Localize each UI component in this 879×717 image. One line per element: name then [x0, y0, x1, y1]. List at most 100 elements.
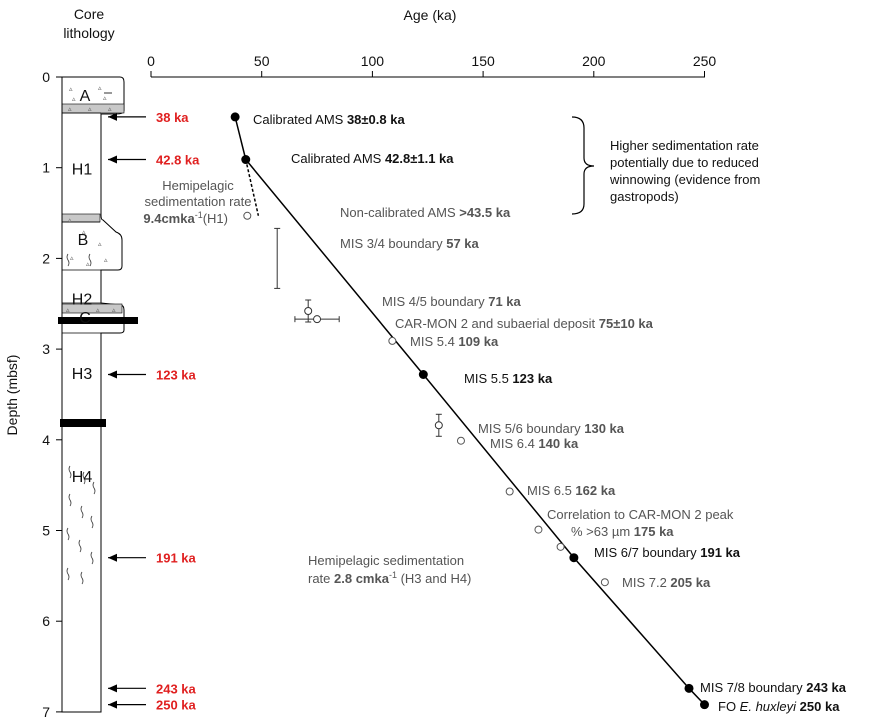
svg-text:▵: ▵ — [108, 106, 112, 113]
svg-text:▵: ▵ — [96, 307, 100, 314]
h1-rate-line1: Hemipelagic — [162, 178, 234, 193]
core-age-label: 191 ka — [156, 551, 197, 566]
svg-text:rate 2.8 cmka-1 (H3 and H4): rate 2.8 cmka-1 (H3 and H4) — [308, 570, 471, 586]
svg-text:▵: ▵ — [70, 255, 74, 262]
unit-label: H1 — [72, 162, 93, 179]
h34-rate-pre: rate — [308, 571, 334, 586]
core-age-marker: 38 ka — [108, 110, 189, 125]
h1-rate-tail: (H1) — [203, 211, 228, 226]
x-tick-label: 50 — [254, 53, 270, 69]
h34-rate-value: 2.8 cmka — [334, 571, 390, 586]
winnowing-brace — [571, 116, 595, 215]
x-tick-label: 200 — [582, 53, 606, 69]
calibrated-point — [230, 112, 240, 122]
calibrated-point — [700, 700, 709, 710]
h34-rate-annotation: Hemipelagic sedimentation rate 2.8 cmka-… — [308, 553, 471, 586]
uncalibrated-point — [243, 211, 252, 220]
unit-label: H2 — [72, 291, 93, 308]
lithology-title-line1: Core — [74, 6, 105, 22]
calibration-label: MIS 6.4 140 ka — [490, 436, 579, 451]
bioturbation-marks — [66, 253, 96, 585]
calibration-label-line1: Correlation to CAR-MON 2 peak — [547, 507, 734, 522]
uncalibrated-point — [600, 578, 609, 587]
uncalibrated-point — [456, 436, 465, 445]
h34-rate-line1: Hemipelagic sedimentation — [308, 553, 464, 568]
core-age-marker: 123 ka — [108, 367, 197, 382]
calibration-label: Calibrated AMS 42.8±1.1 ka — [291, 151, 454, 166]
calibration-label: MIS 6.5 162 ka — [527, 483, 616, 498]
x-tick-label: 0 — [147, 53, 155, 69]
core-age-markers: 38 ka 42.8 ka 123 ka 191 ka 243 ka 250 ka — [108, 110, 200, 713]
calibration-label: MIS 6/7 boundary 191 ka — [594, 545, 741, 560]
calibrated-point — [241, 155, 251, 165]
core-age-marker: 42.8 ka — [108, 153, 200, 168]
age-model-line-solid — [234, 116, 247, 160]
depth-axis: 0 1 2 3 4 5 6 7 Depth (mbsf) — [4, 69, 63, 717]
calibration-label: MIS 5.4 109 ka — [410, 334, 499, 349]
unit-label: H4 — [72, 469, 93, 486]
svg-text:▵: ▵ — [69, 86, 73, 93]
svg-text:▵: ▵ — [103, 95, 107, 102]
calibration-label: MIS 4/5 boundary 71 ka — [382, 294, 522, 309]
calibration-label: MIS 5.5 123 ka — [464, 371, 553, 386]
calibration-labels: Calibrated AMS 38±0.8 ka Calibrated AMS 4… — [253, 112, 847, 714]
y-tick-label: 3 — [42, 341, 50, 357]
h34-rate-tail: (H3 and H4) — [397, 571, 471, 586]
svg-text:▵: ▵ — [72, 96, 76, 103]
svg-text:▵: ▵ — [98, 85, 102, 92]
h1-rate-annotation: Hemipelagic sedimentation rate 9.4cmka-1… — [143, 178, 251, 226]
unit-label: H3 — [72, 366, 93, 383]
core-age-label: 42.8 ka — [156, 153, 200, 168]
winnowing-line1: Higher sedimentation rate — [610, 138, 759, 153]
svg-text:▵: ▵ — [66, 307, 70, 314]
winnowing-line2: potentially due to reduced — [610, 155, 759, 170]
winnowing-annotation: Higher sedimentation rate potentially du… — [571, 116, 760, 215]
calibration-label: MIS 3/4 boundary 57 ka — [340, 236, 480, 251]
calibration-label: % >63 µm 175 ka — [571, 524, 674, 539]
unit-labels: A H1 B H2 C H3 H4 — [72, 88, 93, 486]
y-tick-label: 6 — [42, 613, 50, 629]
core-age-label: 38 ka — [156, 110, 189, 125]
winnowing-line4: gastropods) — [610, 189, 679, 204]
svg-text:▵: ▵ — [98, 241, 102, 248]
svg-text:▵: ▵ — [104, 257, 108, 264]
core-age-label: 250 ka — [156, 698, 197, 713]
core-age-marker: 191 ka — [108, 551, 197, 566]
error-bar-point — [274, 227, 281, 289]
svg-text:▵: ▵ — [68, 217, 72, 224]
y-tick-label: 5 — [42, 523, 50, 539]
calibrated-point — [569, 553, 579, 563]
core-age-marker: 250 ka — [108, 698, 197, 713]
y-tick-label: 4 — [42, 432, 50, 448]
winnowing-line3: winnowing (evidence from — [609, 172, 760, 187]
x-tick-label: 250 — [693, 53, 717, 69]
calibration-label: MIS 7.2 205 ka — [622, 575, 711, 590]
uncalibrated-point — [534, 525, 543, 534]
uncalibrated-point — [388, 336, 397, 345]
core-lithology-column: Core lithology ▵ ▵ ▵ ▵ ▵ ▵ ▵ ▵ ▵ ▵ ▵ ▵ — [58, 6, 200, 713]
core-age-label: 123 ka — [156, 367, 197, 382]
svg-text:9.4cmka-1(H1): 9.4cmka-1(H1) — [143, 210, 228, 226]
svg-text:▵: ▵ — [112, 307, 116, 314]
error-bar-point — [434, 413, 443, 437]
error-bar-point — [294, 315, 340, 324]
y-axis-title: Depth (mbsf) — [4, 355, 20, 436]
core-age-label: 243 ka — [156, 681, 197, 696]
core-age-marker: 243 ka — [108, 681, 197, 696]
tephra-bar-lower — [60, 419, 106, 427]
y-tick-label: 2 — [42, 250, 50, 266]
h1-rate-line2: sedimentation rate — [145, 194, 252, 209]
h1-rate-value: 9.4cmka — [143, 211, 195, 226]
unit-label: B — [78, 232, 89, 249]
calibration-label: Calibrated AMS 38±0.8 ka — [253, 112, 405, 127]
calibration-label: Non-calibrated AMS >43.5 ka — [340, 205, 511, 220]
lithology-title-line2: lithology — [63, 25, 114, 41]
calibrated-point — [418, 369, 428, 379]
calibration-label: CAR-MON 2 and subaerial deposit 75±10 ka — [395, 316, 654, 331]
y-tick-label: 7 — [42, 704, 50, 717]
uncalibrated-point — [556, 542, 565, 551]
y-tick-label: 0 — [42, 69, 50, 85]
svg-text:▵: ▵ — [82, 229, 86, 236]
unit-label: C — [79, 310, 91, 327]
